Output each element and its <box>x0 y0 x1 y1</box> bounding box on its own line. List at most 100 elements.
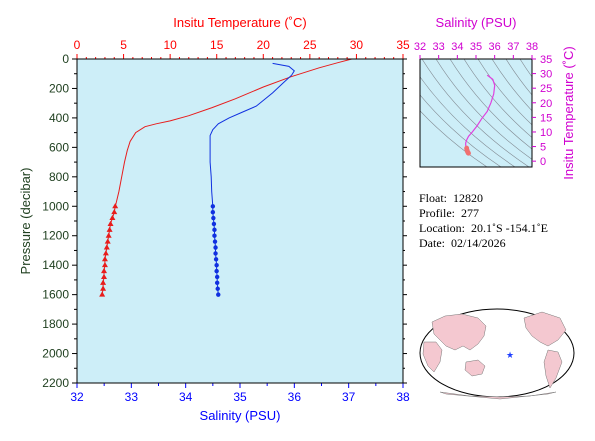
salinity-marker <box>212 227 217 233</box>
ts-temperature-tick-label: 20 <box>540 98 552 110</box>
salinity-marker <box>216 292 221 297</box>
profile-row: Profile: 277 <box>419 206 548 221</box>
density-contour <box>435 59 532 160</box>
density-contour <box>420 76 516 167</box>
temperature-tick-label: 5 <box>120 38 127 52</box>
salinity-marker <box>214 268 219 274</box>
pressure-tick-label: 1800 <box>42 317 69 331</box>
density-contour <box>491 59 532 112</box>
pressure-axis-title: Pressure (decibar) <box>18 168 33 275</box>
temperature-marker <box>102 250 109 256</box>
ts-temperature-axis-title: Insitu Temperature (˚C) <box>561 46 576 179</box>
pressure-tick-label: 1200 <box>42 229 69 243</box>
map-land-south-america <box>543 349 563 389</box>
temperature-tick-label: 15 <box>210 38 224 52</box>
ts-temperature-tick-label: 25 <box>540 83 552 95</box>
temperature-marker <box>101 256 108 262</box>
salinity-marker <box>213 257 219 262</box>
salinity-marker <box>211 215 216 221</box>
ts-temperature-tick-label: 10 <box>540 127 552 139</box>
salinity-tick-label: 37 <box>342 390 356 404</box>
density-contour <box>519 59 532 78</box>
pressure-tick-label: 2000 <box>42 347 69 361</box>
map-continents <box>422 311 567 400</box>
salinity-marker <box>213 251 218 256</box>
pressure-tick-label: 1000 <box>42 199 69 213</box>
map-land-asia <box>431 313 487 351</box>
location-value: 20.1˚S -154.1˚E <box>470 221 548 235</box>
temperature-tick-label: 30 <box>350 38 364 52</box>
salinity-tick-label: 33 <box>125 390 139 404</box>
salinity-marker <box>214 280 220 286</box>
salinity-tick-label: 36 <box>288 390 302 404</box>
temperature-tick-label: 25 <box>303 38 317 52</box>
salinity-marker <box>210 204 216 209</box>
ts-salinity-tick-label: 36 <box>489 41 501 53</box>
pressure-tick-label: 0 <box>62 52 69 66</box>
density-contour <box>477 59 532 126</box>
profile-plot-area <box>77 59 403 383</box>
map-land-australia <box>464 359 486 377</box>
temperature-tick-label: 35 <box>396 38 410 52</box>
temperature-marker <box>101 267 108 274</box>
float-value: 12820 <box>453 191 484 205</box>
density-contours <box>420 59 532 167</box>
ts-temperature-tick-label: 35 <box>540 54 552 66</box>
pressure-tick-label: 400 <box>49 111 69 125</box>
temperature-tick-label: 10 <box>163 38 177 52</box>
profile-axis-ticks: 0 5 10 15 20 25 30 35 32 33 34 35 36 37 38 0 200 400 600 80… <box>42 38 410 404</box>
pressure-tick-label: 2200 <box>42 376 69 390</box>
world-map: ★ <box>419 308 575 400</box>
temperature-tick-label: 20 <box>257 38 271 52</box>
salinity-tick-label: 38 <box>396 390 410 404</box>
temperature-axis-title: Insitu Temperature (˚C) <box>173 15 306 30</box>
ts-salinity-tick-label: 33 <box>433 41 445 53</box>
ts-salinity-tick-label: 38 <box>526 41 538 53</box>
temperature-marker <box>109 214 116 221</box>
density-contour <box>449 59 532 150</box>
temperature-marker <box>107 220 114 226</box>
temperature-marker <box>101 273 108 279</box>
pressure-tick-label: 1400 <box>42 258 69 272</box>
profile-plot: 0 5 10 15 20 25 30 35 32 33 34 35 36 37 38 0 200 400 600 80… <box>18 15 410 423</box>
density-contour <box>420 94 502 167</box>
temperature-marker <box>99 291 106 297</box>
salinity-marker <box>215 286 220 291</box>
density-contour <box>421 59 530 167</box>
pressure-tick-label: 1600 <box>42 288 69 302</box>
salinity-tick-label: 32 <box>70 390 84 404</box>
ts-salinity-tick-label: 35 <box>470 41 482 53</box>
temperature-marker <box>103 244 110 250</box>
pressure-tick-label: 200 <box>49 81 69 95</box>
location-label: Location: <box>419 221 465 235</box>
date-label: Date: <box>419 236 445 250</box>
float-info-panel: Float: 12820 Profile: 277 Location: 20.1… <box>419 191 548 251</box>
pressure-tick-label: 800 <box>49 170 69 184</box>
profile-label: Profile: <box>419 206 455 220</box>
ts-salinity-tick-label: 37 <box>507 41 519 53</box>
temperature-marker <box>104 238 111 244</box>
salinity-marker <box>212 233 217 238</box>
date-value: 02/14/2026 <box>451 236 506 250</box>
ts-salinity-tick-label: 32 <box>414 41 426 53</box>
density-contour <box>420 110 488 167</box>
map-land-antarctica <box>439 391 557 400</box>
temperature-marker <box>100 285 107 291</box>
salinity-marker <box>213 245 218 250</box>
float-label: Float: <box>419 191 448 205</box>
salinity-tick-label: 35 <box>233 390 247 404</box>
temperature-marker <box>106 226 113 232</box>
profile-value: 277 <box>461 206 479 220</box>
temperature-markers <box>99 203 119 297</box>
ts-axis-ticks: 32 33 34 35 36 37 38 0 5 10 15 20 25 30 35 <box>414 41 552 168</box>
location-row: Location: 20.1˚S -154.1˚E <box>419 221 548 236</box>
profile-plot-frame <box>76 58 404 384</box>
salinity-marker <box>210 209 216 215</box>
salinity-marker <box>214 274 220 280</box>
temperature-marker <box>101 261 108 268</box>
temperature-tick-label: 0 <box>74 38 81 52</box>
ts-temperature-tick-label: 15 <box>540 112 552 124</box>
density-contour <box>505 59 532 96</box>
salinity-tick-label: 34 <box>179 390 193 404</box>
